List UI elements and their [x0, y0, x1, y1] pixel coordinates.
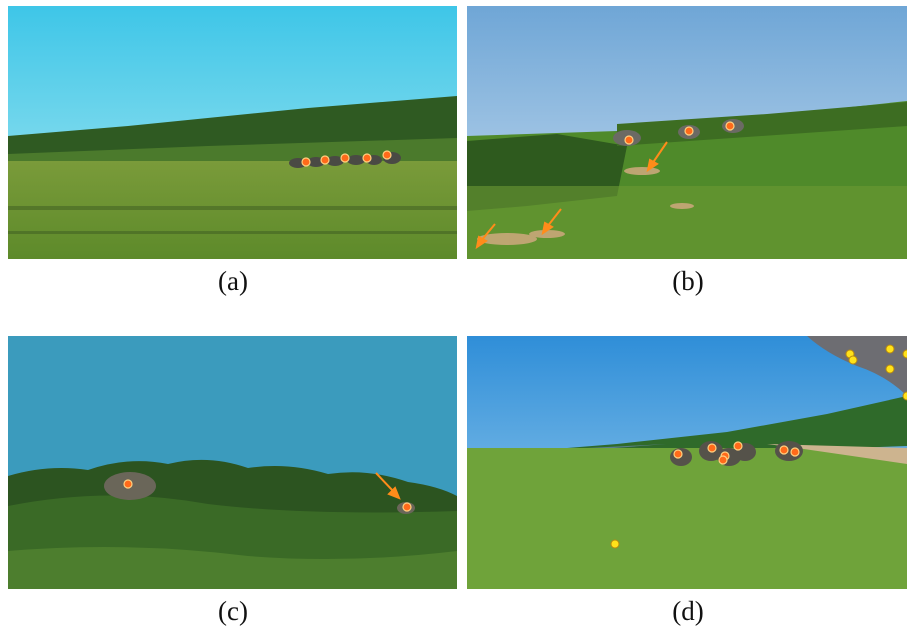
yellow-markers	[610, 344, 907, 549]
arrow-icons	[475, 141, 668, 250]
photo-panel-a	[8, 6, 457, 259]
panel-label-d: (d)	[672, 596, 704, 626]
photo-panel-c	[8, 336, 457, 589]
photo-panel-b	[467, 6, 907, 259]
detection-markers	[123, 479, 412, 512]
panel-label-b: (b)	[672, 266, 704, 296]
panel-label-a: (a)	[218, 266, 248, 296]
arrow-icon	[375, 472, 401, 500]
dark-object	[807, 336, 907, 396]
photo-panel-d	[467, 336, 907, 589]
detection-markers	[301, 150, 392, 167]
panel-label-c: (c)	[218, 596, 248, 626]
detection-markers	[624, 121, 735, 145]
detection-markers	[673, 441, 800, 465]
